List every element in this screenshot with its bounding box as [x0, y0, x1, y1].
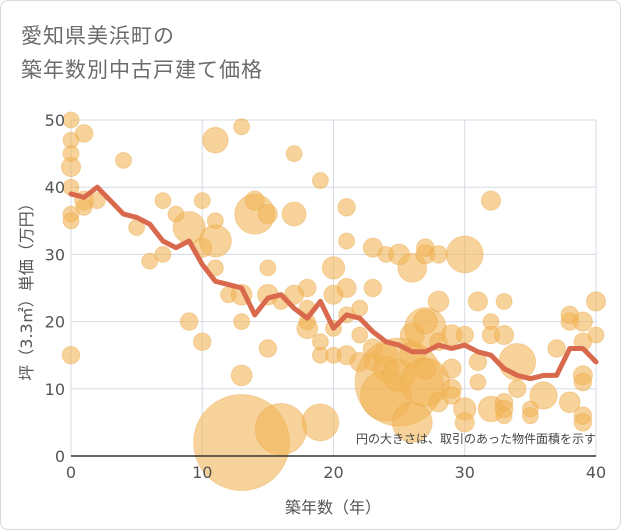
bubble: [414, 357, 437, 380]
x-axis-label: 築年数（年）: [285, 498, 381, 517]
y-tick-label: 50: [45, 111, 65, 130]
x-tick-label: 30: [455, 463, 475, 482]
x-tick-label: 20: [323, 463, 343, 482]
bubble: [455, 325, 475, 345]
bubble: [547, 339, 566, 358]
title-line-2: 築年数別中古戸建て価格: [21, 58, 263, 82]
bubble: [258, 339, 278, 358]
bubble: [507, 379, 527, 399]
bubble: [585, 291, 607, 312]
bubble: [281, 201, 307, 227]
bubble: [88, 192, 106, 210]
y-tick-label: 40: [45, 178, 65, 197]
bubble: [558, 391, 581, 414]
bubble: [337, 198, 356, 217]
bubble: [62, 111, 80, 129]
bubble: [351, 299, 369, 317]
y-tick-label: 10: [45, 380, 65, 399]
bubble: [244, 190, 265, 211]
bubble: [74, 124, 94, 143]
bubble: [233, 118, 251, 136]
bubble: [297, 278, 317, 298]
bubble: [192, 332, 212, 352]
bubble: [141, 252, 159, 270]
bubble: [454, 412, 475, 433]
bubble: [202, 126, 229, 154]
title-line-1: 愛知県美浜町の: [21, 24, 175, 48]
bubble: [442, 386, 461, 405]
bubble: [311, 333, 329, 351]
bubble: [193, 192, 211, 210]
bubble: [285, 145, 303, 163]
axes: 0 10 20 30 40 0 10 20 30 40 50: [45, 111, 607, 482]
bubble: [494, 324, 515, 346]
bubble: [363, 278, 383, 298]
bubble: [521, 407, 539, 425]
y-tick-label: 20: [45, 313, 65, 332]
bubble: [351, 326, 369, 344]
bubble: [427, 290, 450, 313]
x-tick-label: 40: [586, 463, 606, 482]
bubble: [467, 291, 488, 312]
bubble: [529, 381, 558, 410]
bubble: [573, 413, 593, 432]
bubble: [495, 407, 513, 425]
bubble: [573, 372, 593, 392]
bubble: [259, 259, 277, 277]
bubble: [321, 256, 346, 280]
bubble: [338, 232, 356, 250]
bubble: [254, 403, 308, 456]
bubble: [572, 311, 593, 332]
x-tick-label: 0: [66, 463, 76, 482]
bubble: [429, 245, 448, 264]
bubble: [336, 277, 357, 299]
bubble: [445, 235, 484, 274]
bubble: [257, 203, 278, 225]
x-tick-label: 10: [192, 463, 212, 482]
bubble: [230, 364, 253, 387]
bubble: [115, 151, 132, 169]
bubble: [61, 345, 81, 365]
bubble: [412, 309, 438, 335]
bubble: [495, 292, 513, 310]
chart-title: 愛知県美浜町の 築年数別中古戸建て価格: [21, 19, 263, 87]
bubble: [62, 212, 80, 230]
bubble: [233, 313, 251, 331]
bubble: [441, 358, 462, 379]
y-tick-label: 0: [55, 447, 65, 466]
bubble: [198, 224, 232, 258]
bubble: [311, 171, 329, 189]
bubble: [587, 326, 605, 344]
bubble-layer: [60, 111, 607, 492]
bubble: [480, 190, 502, 211]
bubble: [179, 312, 199, 331]
bubble: [391, 401, 433, 443]
y-tick-label: 30: [45, 245, 65, 264]
bubble: [469, 373, 487, 391]
bubble: [154, 245, 172, 263]
bubble: [301, 403, 340, 442]
bubble: [60, 156, 82, 178]
bubble-size-note: 円の大きさは、取引のあった物件面積を示す: [356, 431, 596, 446]
y-axis-label: 坪（3.3㎡）単価（万円）: [17, 195, 36, 380]
bubble: [154, 192, 172, 210]
average-price-line: [68, 184, 599, 382]
